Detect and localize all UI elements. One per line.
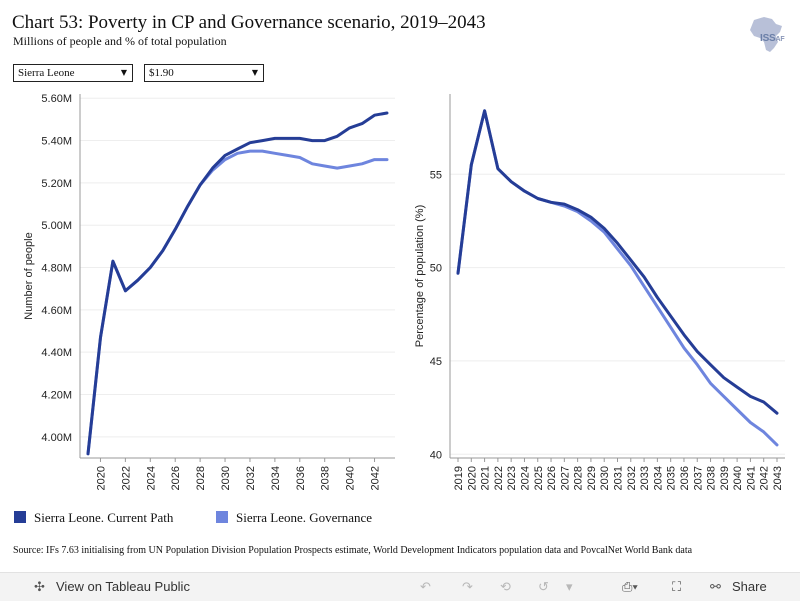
legend-item-governance[interactable]: Sierra Leone. Governance (216, 510, 372, 526)
y-tick-label: 50 (430, 263, 442, 275)
share-button[interactable]: Share (732, 579, 767, 594)
x-tick-label: 2041 (745, 466, 757, 490)
fullscreen-icon[interactable]: ⛶ (672, 579, 682, 594)
x-tick-label: 2034 (270, 466, 282, 490)
pause-icon[interactable]: ▾ (566, 579, 573, 594)
x-tick-label: 2030 (220, 466, 232, 490)
x-tick-label: 2040 (732, 466, 744, 490)
y-tick-label: 40 (430, 449, 442, 461)
x-tick-label: 2026 (546, 466, 558, 490)
x-tick-label: 2022 (493, 466, 505, 490)
share-icon[interactable]: ⚯ (710, 579, 721, 594)
y-tick-label: 5.20M (41, 178, 72, 190)
y-axis-label: Percentage of population (%) (414, 205, 426, 347)
country-select-value: Sierra Leone (18, 67, 75, 79)
y-tick-label: 5.00M (41, 220, 72, 232)
chart-title: Chart 53: Poverty in CP and Governance s… (12, 12, 486, 33)
legend-swatch-governance (216, 511, 228, 523)
legend-label-governance: Sierra Leone. Governance (236, 510, 373, 525)
y-tick-label: 5.60M (41, 93, 72, 105)
threshold-select-value: $1.90 (149, 67, 174, 79)
source-note: Source: IFs 7.63 initialising from UN Po… (13, 545, 693, 556)
refresh-icon[interactable]: ↺ (538, 579, 549, 594)
country-select[interactable]: Sierra Leone ▼ (13, 64, 133, 82)
x-tick-label: 2027 (559, 466, 571, 490)
x-tick-label: 2032 (245, 466, 257, 490)
x-tick-label: 2020 (95, 466, 107, 490)
y-tick-label: 4.40M (41, 347, 72, 359)
people-chart: 4.00M 4.20M 4.40M 4.60M 4.80M 5.00M 5.20M 5.40M… (23, 93, 395, 490)
y-tick-label: 4.00M (41, 432, 72, 444)
y-tick-label: 5.40M (41, 136, 72, 148)
percentage-chart: 40 45 50 55 2019 2020 2021 2022 2023 2024 2025 2026… (414, 94, 785, 490)
chevron-down-icon: ▼ (120, 68, 127, 77)
redo-icon[interactable]: ↷ (462, 579, 473, 594)
y-tick-label: 45 (430, 356, 442, 368)
y-tick-label: 55 (430, 169, 442, 181)
y-tick-label: 4.20M (41, 390, 72, 402)
x-tick-label: 2028 (195, 466, 207, 490)
x-tick-label: 2019 (453, 466, 465, 490)
legend-swatch-current-path (14, 511, 26, 523)
threshold-select[interactable]: $1.90 ▼ (144, 64, 264, 82)
y-axis-label: Number of people (23, 232, 35, 319)
x-tick-label: 2033 (639, 466, 651, 490)
x-tick-label: 2026 (170, 466, 182, 490)
x-tick-label: 2023 (506, 466, 518, 490)
logo-text: ISSAF (760, 33, 785, 44)
tableau-icon: ✣ (34, 579, 45, 594)
x-tick-label: 2030 (599, 466, 611, 490)
x-tick-label: 2021 (480, 466, 492, 490)
x-tick-label: 2024 (145, 466, 157, 490)
y-tick-label: 4.80M (41, 263, 72, 275)
x-tick-label: 2035 (666, 466, 678, 490)
series-line-governance (456, 109, 779, 447)
charts-canvas: 4.00M 4.20M 4.40M 4.60M 4.80M 5.00M 5.20M 5.40M… (23, 93, 785, 490)
x-tick-label: 2043 (772, 466, 784, 490)
undo-icon[interactable]: ↶ (420, 579, 431, 594)
revert-icon[interactable]: ⟲ (500, 579, 511, 594)
x-tick-label: 2038 (706, 466, 718, 490)
x-tick-label: 2024 (519, 466, 531, 490)
x-tick-label: 2032 (626, 466, 638, 490)
x-tick-label: 2020 (466, 466, 478, 490)
x-tick-label: 2034 (652, 466, 664, 490)
x-tick-label: 2031 (613, 466, 625, 490)
x-tick-label: 2038 (320, 466, 332, 490)
x-tick-label: 2028 (573, 466, 585, 490)
download-icon[interactable]: ⎙▾ (622, 579, 638, 594)
x-tick-label: 2036 (679, 466, 691, 490)
x-tick-label: 2036 (295, 466, 307, 490)
chevron-down-icon: ▼ (251, 68, 258, 77)
x-tick-label: 2042 (370, 466, 382, 490)
series-line-governance (86, 149, 389, 456)
x-tick-label: 2040 (345, 466, 357, 490)
x-tick-label: 2037 (692, 466, 704, 490)
x-tick-label: 2029 (586, 466, 598, 490)
tableau-toolbar: ✣ View on Tableau Public ↶ ↷ ⟲ ↺ ▾ ⎙▾ ⛶ … (0, 572, 800, 601)
chart-subtitle: Millions of people and % of total popula… (13, 34, 227, 48)
view-on-tableau-link[interactable]: View on Tableau Public (56, 579, 190, 594)
x-tick-label: 2042 (759, 466, 771, 490)
legend-label-current-path: Sierra Leone. Current Path (34, 510, 174, 525)
x-tick-label: 2039 (719, 466, 731, 490)
legend-item-current-path[interactable]: Sierra Leone. Current Path (14, 510, 173, 526)
series-line-current-path (86, 111, 389, 456)
x-tick-label: 2022 (120, 466, 132, 490)
series-line-current-path (456, 109, 779, 415)
x-tick-label: 2025 (533, 466, 545, 490)
y-tick-label: 4.60M (41, 305, 72, 317)
iss-africa-logo (750, 17, 782, 52)
